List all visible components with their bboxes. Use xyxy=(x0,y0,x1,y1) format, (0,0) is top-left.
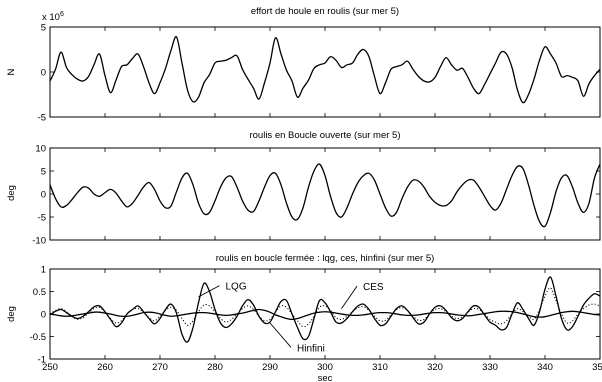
annotation-leader-ces xyxy=(341,285,358,309)
panel-2-title: roulis en Boucle ouverte (sur mer 5) xyxy=(249,130,400,141)
panel-3-x-tick-label: 250 xyxy=(42,362,58,373)
panel-2-y-tick-label: -5 xyxy=(38,213,46,224)
panel-2-y-tick-label: 10 xyxy=(35,144,46,155)
panel-2-y-tick-label: 5 xyxy=(41,167,46,178)
panel-2-y-tick-label: 0 xyxy=(41,190,46,201)
panel-1-y-tick-label: 5 xyxy=(41,23,46,34)
panel-3-x-tick-label: 340 xyxy=(537,362,553,373)
panel-3-plot-area: 250 260 270 280 290 300 310 320 330 340 350 1 0.5 0 -0… xyxy=(30,265,602,374)
panel-3-series-line-ces xyxy=(49,287,601,328)
panel-3-x-tick-label: 290 xyxy=(262,362,278,373)
annotation-label-hinfini: Hinfini xyxy=(297,343,325,354)
panel-3-x-tick-label: 300 xyxy=(317,362,333,373)
panel-3-y-tick-label: 1 xyxy=(41,265,46,276)
panel-1-series-line xyxy=(49,36,601,104)
panel-3-y-tick-label: 0.5 xyxy=(33,287,46,298)
annotation-leader-hinfini xyxy=(269,322,292,348)
panel-1-y-tick-label: -5 xyxy=(38,113,46,124)
panel-3-y-axis-label: deg xyxy=(6,306,17,322)
panel-2-plot-area: 10 5 0 -5 -10 xyxy=(32,144,601,247)
panel-3-x-tick-label: 320 xyxy=(427,362,443,373)
panel-wave-roll-force: effort de houle en roulis (sur mer 5) x … xyxy=(6,6,601,124)
panel-3-x-tick-label: 260 xyxy=(97,362,113,373)
panel-2-y-axis-label: deg xyxy=(6,185,17,201)
panel-3-y-tick-label: -0.5 xyxy=(30,332,46,343)
panel-3-x-tick-label: 280 xyxy=(207,362,223,373)
panel-roll-open-loop: roulis en Boucle ouverte (sur mer 5) deg… xyxy=(6,130,601,247)
annotation-label-lqg: LQG xyxy=(226,282,247,293)
panel-2-y-tick-label: -10 xyxy=(32,236,46,247)
panel-3-y-tick-label: 0 xyxy=(41,310,46,321)
panel-3-x-tick-label: 350 xyxy=(592,362,602,373)
panel-3-y-tick-label: -1 xyxy=(38,355,46,366)
annotation-label-ces: CES xyxy=(363,282,384,293)
panel-3-x-axis-label: sec xyxy=(318,373,333,382)
panel-roll-closed-loop: roulis en boucle fermée : lqg, ces, hinf… xyxy=(6,253,602,382)
panel-3-title: roulis en boucle fermée : lqg, ces, hinf… xyxy=(216,253,435,264)
panel-3-x-tick-label: 330 xyxy=(482,362,498,373)
panel-1-y-exponent: x 106 xyxy=(42,11,64,23)
panel-3-series-line-hinfini xyxy=(49,308,601,321)
panel-3-x-tick-label: 270 xyxy=(152,362,168,373)
annotation-leader-lqg xyxy=(198,285,220,298)
panel-1-title: effort de houle en roulis (sur mer 5) xyxy=(251,6,399,17)
panel-1-plot-area: 5 0 -5 xyxy=(38,23,601,124)
panel-3-series-line-lqg xyxy=(49,276,601,343)
panel-3-x-tick-label: 310 xyxy=(372,362,388,373)
panel-2-series-line xyxy=(49,163,601,228)
panel-1-y-axis-label: N xyxy=(6,68,17,75)
panel-1-y-tick-label: 0 xyxy=(41,68,46,79)
